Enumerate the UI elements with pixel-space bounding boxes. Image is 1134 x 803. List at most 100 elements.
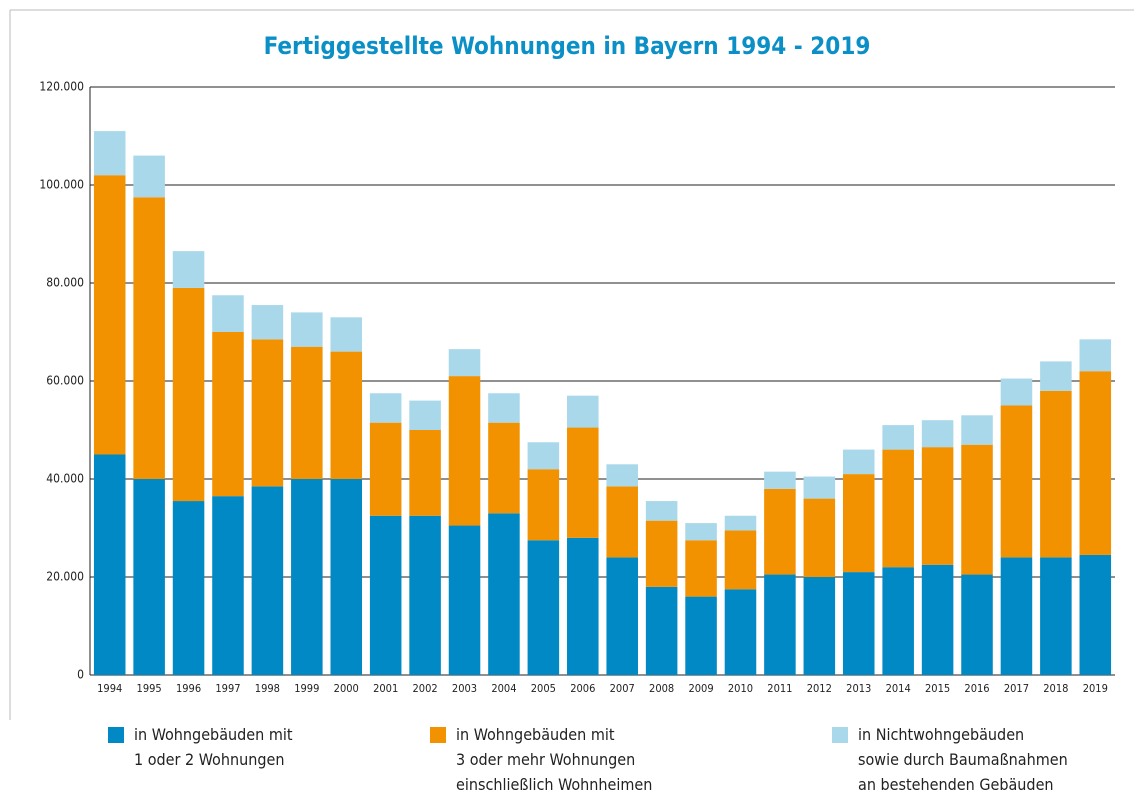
bar-segment xyxy=(291,479,323,675)
bar-segment xyxy=(803,577,836,675)
bar-segment xyxy=(527,469,560,541)
x-tick-label: 1996 xyxy=(176,682,201,695)
bar-segment xyxy=(93,454,126,675)
bar-segment xyxy=(1000,557,1033,675)
bar-segment xyxy=(369,422,402,516)
bar-segment xyxy=(764,471,796,489)
bar-segment xyxy=(645,501,678,521)
x-tick-label: 2005 xyxy=(531,682,556,695)
x-tick-label: 1998 xyxy=(255,682,280,695)
bar-segment xyxy=(645,520,678,587)
bar-segment xyxy=(409,515,441,675)
x-tick-label: 2014 xyxy=(886,682,911,695)
bar-segment xyxy=(291,346,323,479)
x-tick-label: 2010 xyxy=(728,682,753,695)
x-tick-label: 2015 xyxy=(925,682,950,695)
x-tick-label: 2003 xyxy=(452,682,477,695)
bar-segment xyxy=(448,525,481,675)
x-tick-label: 1999 xyxy=(294,682,319,695)
bar-segment xyxy=(1079,554,1112,675)
x-tick-label: 2007 xyxy=(610,682,635,695)
bar-segment xyxy=(803,498,836,577)
x-tick-label: 1997 xyxy=(215,682,240,695)
bar-segment xyxy=(488,393,520,423)
x-tick-label: 2012 xyxy=(807,682,832,695)
bar-segment xyxy=(93,175,126,455)
x-tick-label: 2011 xyxy=(767,682,792,695)
x-tick-label: 1995 xyxy=(137,682,162,695)
bar-segment xyxy=(133,155,165,198)
bar-segment xyxy=(251,339,284,487)
bar-segment xyxy=(172,251,205,288)
bar-segment xyxy=(251,305,284,340)
bar-segment xyxy=(133,197,165,479)
bar-segment xyxy=(291,312,323,347)
x-tick-label: 1994 xyxy=(97,682,122,695)
legend-item: in Wohngebäuden mit 3 oder mehr Wohnunge… xyxy=(430,722,652,797)
bar-segment xyxy=(685,523,717,541)
bar-segment xyxy=(369,515,402,675)
bar-segment xyxy=(409,430,441,516)
y-tick-label: 0 xyxy=(77,668,84,682)
legend-label: in Wohngebäuden mit 3 oder mehr Wohnunge… xyxy=(456,725,653,794)
bar-segment xyxy=(921,564,954,675)
bar-segment xyxy=(685,540,717,597)
bar-segment xyxy=(567,537,599,675)
bar-segment xyxy=(172,287,205,502)
bar-segment xyxy=(724,515,757,531)
bar-segment xyxy=(961,574,993,675)
bar-segment xyxy=(409,400,441,430)
bar-segment xyxy=(212,496,244,675)
y-tick-label: 20.000 xyxy=(46,570,84,584)
bar-segment xyxy=(567,427,599,538)
x-tick-label: 2001 xyxy=(373,682,398,695)
legend-label: in Nichtwohngebäuden sowie durch Baumaßn… xyxy=(858,725,1068,794)
bar-segment xyxy=(882,425,914,450)
x-tick-label: 2019 xyxy=(1083,682,1108,695)
x-tick-label: 2004 xyxy=(491,682,516,695)
bar-segment xyxy=(1040,361,1072,391)
y-tick-label: 120.000 xyxy=(39,80,84,94)
bar-segment xyxy=(488,422,520,514)
legend-label: in Wohngebäuden mit 1 oder 2 Wohnungen xyxy=(134,725,293,769)
bar-segment xyxy=(330,317,363,352)
bar-segment xyxy=(961,415,993,445)
y-tick-label: 60.000 xyxy=(46,374,84,388)
bar-segment xyxy=(685,596,717,675)
x-tick-label: 2006 xyxy=(570,682,595,695)
x-tick-label: 2018 xyxy=(1043,682,1068,695)
bar-segment xyxy=(1040,390,1072,558)
bar-segment xyxy=(606,486,638,558)
bar-segment xyxy=(606,464,638,487)
legend-swatch xyxy=(108,727,124,743)
x-tick-label: 2017 xyxy=(1004,682,1029,695)
chart-title: Fertiggestellte Wohnungen in Bayern 1994… xyxy=(264,32,871,60)
bar-segment xyxy=(133,479,165,675)
bar-segment xyxy=(724,530,757,590)
bar-segment xyxy=(842,572,875,675)
bar-segment xyxy=(764,488,796,575)
y-tick-label: 80.000 xyxy=(46,276,84,290)
y-tick-label: 100.000 xyxy=(39,178,84,192)
bar-segment xyxy=(172,501,205,675)
legend-swatch xyxy=(430,727,446,743)
bar-segment xyxy=(961,444,993,575)
bar-segment xyxy=(606,557,638,675)
x-tick-label: 2013 xyxy=(846,682,871,695)
bar-segment xyxy=(1079,339,1112,372)
x-tick-label: 2000 xyxy=(334,682,359,695)
bar-segment xyxy=(567,395,599,428)
bar-segment xyxy=(330,351,363,479)
x-tick-label: 2008 xyxy=(649,682,674,695)
legend-swatch xyxy=(832,727,848,743)
x-tick-label: 2016 xyxy=(964,682,989,695)
bar-segment xyxy=(527,540,560,675)
bar-segment xyxy=(1079,371,1112,555)
x-tick-label: 2002 xyxy=(413,682,438,695)
y-tick-label: 40.000 xyxy=(46,472,84,486)
legend-item: in Nichtwohngebäuden sowie durch Baumaßn… xyxy=(832,722,1068,797)
bar-segment xyxy=(1000,378,1033,406)
bar-segment xyxy=(488,513,520,675)
bar-segment xyxy=(251,486,284,675)
bar-segment xyxy=(212,295,244,332)
